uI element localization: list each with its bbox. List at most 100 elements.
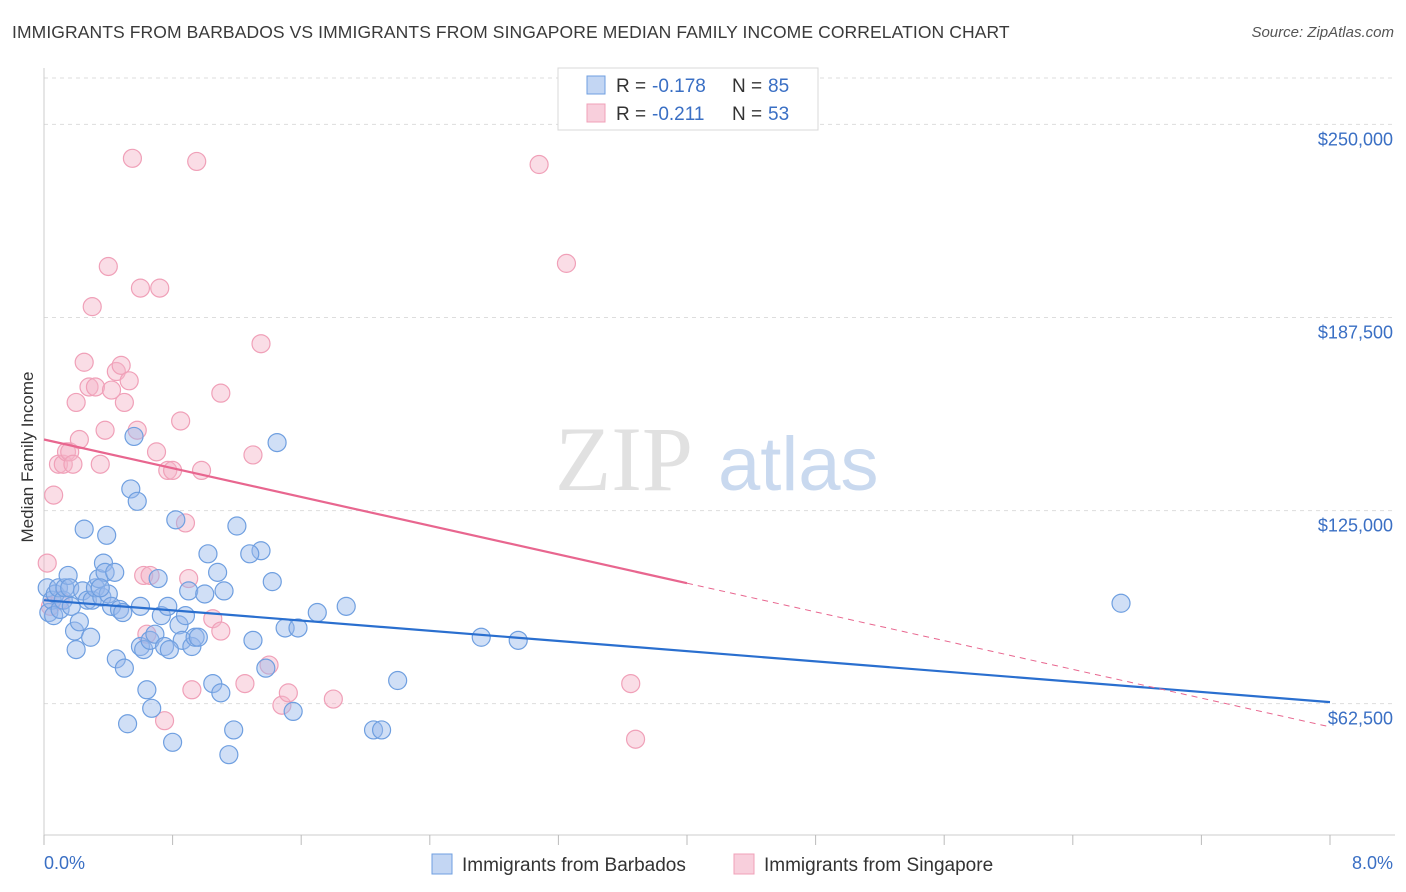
barbados-point bbox=[175, 606, 196, 626]
barbados-point bbox=[195, 584, 215, 604]
legend-r-label-singapore: R = bbox=[616, 104, 646, 125]
singapore-point bbox=[154, 711, 175, 731]
singapore-point bbox=[243, 445, 263, 465]
barbados-point bbox=[127, 491, 147, 511]
singapore-point bbox=[251, 334, 271, 354]
singapore-point bbox=[171, 411, 191, 431]
singapore-point bbox=[187, 151, 207, 172]
singapore-point bbox=[95, 420, 115, 440]
singapore-point bbox=[146, 442, 167, 462]
singapore-point bbox=[82, 297, 102, 317]
barbados-point bbox=[198, 544, 218, 564]
x-tick-labels: 0.0% 8.0% bbox=[44, 853, 1393, 873]
barbados-point bbox=[151, 606, 171, 626]
barbados-point bbox=[267, 432, 287, 453]
singapore-point bbox=[85, 377, 106, 397]
legend-n-value-barbados: 85 bbox=[768, 76, 789, 97]
y-tick-label: $250,000 bbox=[1318, 129, 1393, 149]
barbados-point bbox=[114, 658, 134, 678]
singapore-point bbox=[529, 154, 549, 175]
y-tick-labels: $62,500 $125,000 $187,500 $250,000 bbox=[1318, 129, 1393, 728]
barbados-point bbox=[105, 562, 125, 582]
legend-r-label-barbados: R = bbox=[616, 76, 646, 97]
barbados-point bbox=[148, 568, 168, 589]
barbados-point bbox=[219, 745, 239, 765]
series-barbados-points bbox=[37, 426, 1131, 765]
barbados-point bbox=[66, 640, 86, 660]
legend-swatch-singapore bbox=[586, 103, 606, 123]
source-credit: Source: ZipAtlas.com bbox=[1251, 24, 1394, 41]
singapore-point bbox=[101, 380, 122, 400]
y-tick-label: $125,000 bbox=[1318, 516, 1393, 536]
barbados-point bbox=[508, 630, 528, 650]
x-tick-label-max: 8.0% bbox=[1352, 853, 1393, 873]
top-legend: R = -0.178 N = 85 R = -0.211 N = 53 bbox=[557, 67, 819, 131]
singapore-point bbox=[211, 383, 231, 403]
barbados-point bbox=[227, 516, 247, 536]
barbados-point bbox=[288, 618, 308, 638]
singapore-point bbox=[98, 256, 118, 277]
barbados-point bbox=[251, 541, 271, 561]
singapore-point bbox=[182, 680, 202, 700]
legend-swatch-barbados bbox=[586, 75, 606, 95]
barbados-point bbox=[471, 627, 491, 647]
bottom-legend-swatch-singapore bbox=[733, 853, 755, 875]
singapore-point bbox=[74, 352, 94, 372]
barbados-point bbox=[158, 596, 178, 616]
singapore-point bbox=[37, 553, 57, 573]
barbados-point bbox=[159, 640, 179, 660]
chart-title: IMMIGRANTS FROM BARBADOS VS IMMIGRANTS F… bbox=[12, 22, 1010, 42]
singapore-point bbox=[134, 565, 154, 586]
watermark-zip: ZIP bbox=[555, 408, 693, 510]
singapore-point bbox=[119, 371, 139, 391]
y-axis-label: Median Family Income bbox=[18, 371, 37, 542]
barbados-point bbox=[283, 701, 303, 722]
barbados-point bbox=[166, 510, 186, 530]
bottom-legend-label-singapore: Immigrants from Singapore bbox=[764, 855, 993, 876]
barbados-point bbox=[90, 578, 110, 598]
singapore-point bbox=[90, 454, 110, 474]
barbados-point bbox=[307, 602, 327, 623]
barbados-point bbox=[74, 519, 94, 539]
barbados-point bbox=[58, 565, 78, 586]
barbados-point bbox=[336, 596, 356, 616]
barbados-point bbox=[69, 612, 89, 632]
barbados-point bbox=[388, 670, 408, 691]
singapore-point bbox=[621, 673, 641, 694]
axes bbox=[43, 68, 1395, 845]
bottom-legend-label-barbados: Immigrants from Barbados bbox=[462, 855, 686, 876]
barbados-point bbox=[130, 636, 151, 657]
barbados-point bbox=[1111, 593, 1131, 613]
legend-r-value-singapore: -0.211 bbox=[652, 104, 704, 125]
singapore-point bbox=[53, 454, 73, 474]
legend-r-value-barbados: -0.178 bbox=[652, 76, 706, 97]
barbados-point bbox=[97, 525, 117, 545]
barbados-point bbox=[188, 627, 208, 647]
y-tick-label: $187,500 bbox=[1318, 322, 1393, 342]
barbados-point bbox=[121, 479, 141, 499]
barbados-point bbox=[163, 732, 183, 752]
barbados-point bbox=[124, 426, 144, 447]
barbados-point bbox=[363, 720, 384, 740]
legend-n-label-barbados: N = bbox=[732, 76, 762, 97]
series-singapore-points bbox=[37, 148, 646, 749]
barbados-point bbox=[113, 602, 133, 623]
singapore-point bbox=[79, 377, 99, 397]
legend-n-value-singapore: 53 bbox=[768, 104, 789, 125]
trend-lines bbox=[43, 438, 1331, 728]
barbados-point bbox=[262, 572, 282, 592]
barbados-point bbox=[208, 562, 228, 582]
bottom-legend-swatch-barbados bbox=[431, 853, 453, 875]
x-tick-label-min: 0.0% bbox=[44, 853, 85, 873]
singapore-point bbox=[122, 148, 143, 168]
barbados-point bbox=[224, 720, 244, 740]
barbados-point bbox=[256, 658, 276, 678]
singapore-point bbox=[323, 689, 343, 709]
barbados-point bbox=[240, 544, 260, 564]
trend-line-singapore bbox=[43, 438, 688, 585]
bottom-legend: Immigrants from Barbados Immigrants from… bbox=[431, 853, 993, 876]
barbados-point bbox=[179, 581, 199, 601]
y-tick-label: $62,500 bbox=[1328, 709, 1393, 729]
legend-n-label-singapore: N = bbox=[732, 104, 762, 125]
singapore-point bbox=[235, 673, 255, 694]
